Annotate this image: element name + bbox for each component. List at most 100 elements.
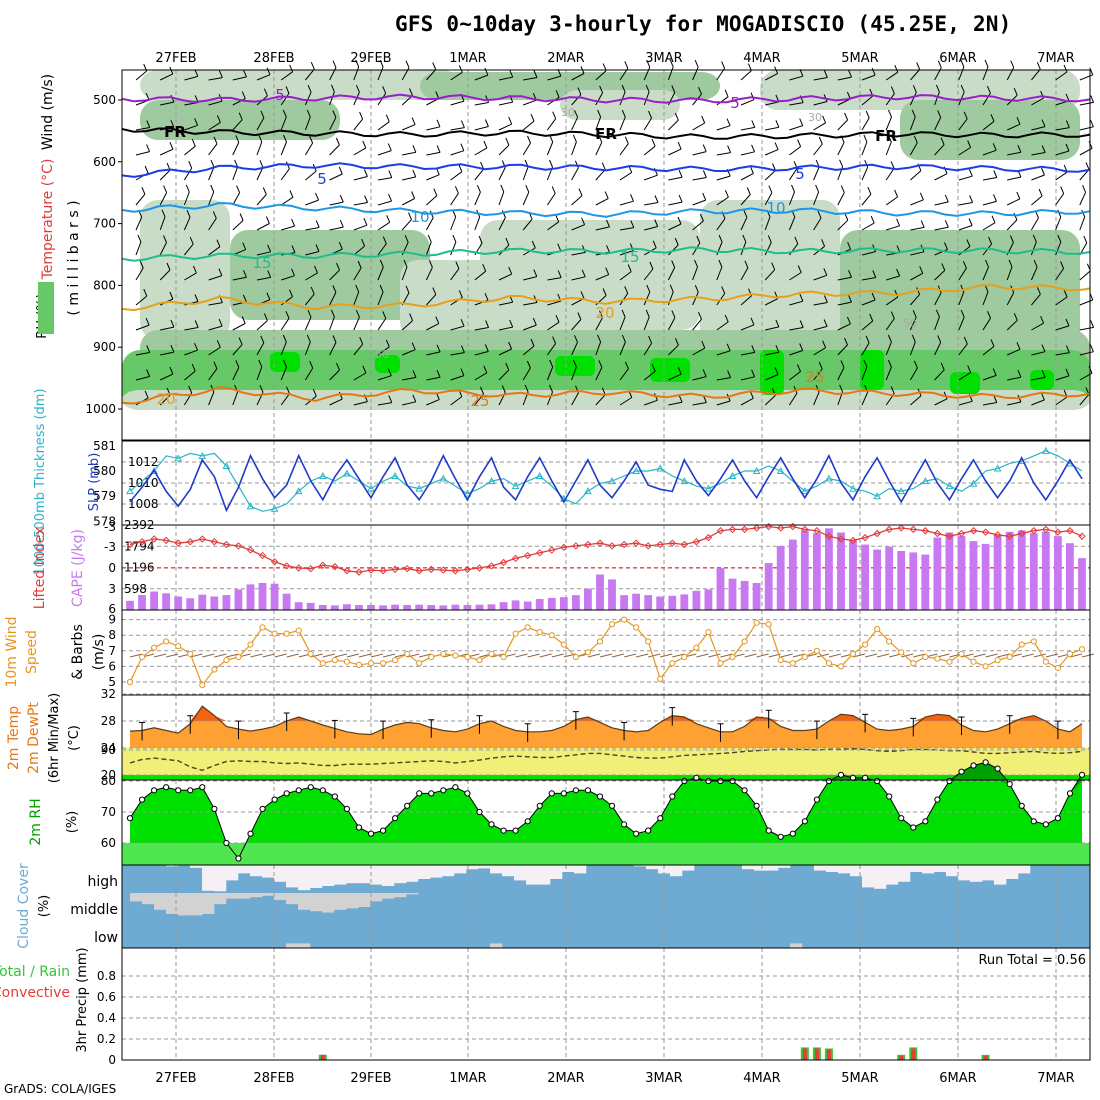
- wind-barb-flag: [307, 310, 312, 318]
- wind-barb-flag: [339, 194, 344, 203]
- wind-barb-flag: [505, 137, 510, 146]
- thickness-point: [897, 487, 906, 495]
- cape-bar: [270, 583, 279, 610]
- wind-barb-flag: [726, 343, 731, 351]
- wind-barb-flag: [574, 335, 578, 343]
- tick-label-date-top: 5MAR: [841, 51, 878, 66]
- wind-barb-flag: [355, 85, 360, 93]
- wind-barb: [1079, 299, 1093, 306]
- wind-barb: [861, 166, 869, 181]
- wind-barb: [789, 371, 801, 381]
- wind10m-barb: [382, 653, 396, 658]
- wind10m-barb: [816, 653, 830, 658]
- wind-speed-point: [259, 624, 266, 631]
- wind-barb-flag: [263, 88, 268, 96]
- lifted-point: [620, 540, 628, 549]
- wind-barb-flag: [242, 294, 247, 303]
- wind-barb-flag: [458, 290, 463, 298]
- wind-barb: [692, 199, 706, 206]
- ylabel-rh-unit: (%): [65, 811, 80, 834]
- rh2m-point: [572, 787, 579, 794]
- wind-barb: [692, 291, 699, 306]
- cape-bar: [668, 595, 677, 610]
- wind-barb-flag: [282, 334, 287, 343]
- wind-speed-point: [994, 657, 1001, 664]
- wind-speed-point: [765, 621, 772, 628]
- wind-barb: [837, 192, 845, 206]
- wind-barb: [304, 91, 312, 106]
- tick-label-date-top: 7MAR: [1037, 51, 1074, 66]
- wind-barb-flag: [818, 361, 823, 370]
- precip-conv-bar: [320, 1054, 325, 1061]
- tick-label-thickness: 579: [93, 489, 116, 503]
- cloud-cell: [394, 893, 407, 898]
- wind-barb-flag: [621, 309, 626, 318]
- wind-barb-flag: [606, 219, 610, 228]
- wind-barb-flag: [574, 110, 579, 118]
- wind-barb: [256, 366, 263, 381]
- wind-barb-flag: [243, 69, 247, 78]
- wind-barb: [765, 101, 780, 106]
- rh2m-point: [247, 830, 254, 837]
- wind-barb: [934, 270, 946, 281]
- tick-label-cape: 598: [124, 582, 147, 596]
- wind-barb: [135, 216, 143, 231]
- wind-barb-flag: [677, 141, 682, 150]
- wind-barb-flag: [797, 364, 801, 372]
- tick-label-date-top: 29FEB: [350, 51, 391, 66]
- cloud-cell: [286, 865, 299, 888]
- wind-barb: [885, 196, 898, 206]
- wind-barb: [426, 195, 438, 206]
- wind-barb: [232, 391, 239, 406]
- thickness-point: [656, 464, 665, 472]
- wind-barb: [426, 174, 440, 181]
- wind-barb-flag: [258, 134, 263, 143]
- cloud-row-label: middle: [70, 902, 118, 918]
- wind-barb-flag: [986, 85, 991, 94]
- wind-speed-point: [163, 638, 170, 645]
- cloud-cell: [982, 865, 995, 881]
- cloud-cell: [886, 865, 899, 885]
- cape-bar: [282, 593, 291, 610]
- wind-barb: [1031, 293, 1041, 306]
- wind-barb-flag: [265, 216, 270, 224]
- wind-barb: [885, 341, 892, 356]
- tick-label-temp: 28: [101, 714, 116, 728]
- wind-barb-flag: [483, 140, 488, 149]
- ylabel-wind: Wind (m/s): [40, 74, 56, 150]
- wind-barb: [571, 94, 582, 106]
- wind-barb: [1031, 399, 1045, 406]
- wind-speed-point: [633, 624, 640, 631]
- thickness-point: [463, 489, 472, 497]
- wind-barb-flag: [1033, 260, 1038, 268]
- wind-barb: [716, 175, 731, 181]
- wind-barb-flag: [678, 170, 683, 178]
- cape-bar: [885, 546, 894, 610]
- wind-barb: [280, 196, 294, 206]
- wind-barb: [498, 348, 512, 356]
- wind-barb: [643, 342, 653, 356]
- wind-barb: [474, 372, 488, 381]
- tick-label-thickness: 581: [93, 439, 116, 453]
- wind-barb: [546, 141, 554, 156]
- wind10m-barb: [153, 653, 167, 658]
- wind10m-barb: [961, 653, 974, 658]
- wind-barb-flag: [509, 319, 514, 328]
- tick-label-pressure: 1000: [85, 402, 116, 416]
- wind-barb-flag: [218, 70, 223, 78]
- cloud-cell: [262, 865, 275, 878]
- thickness-point: [728, 471, 737, 480]
- wind-barb-flag: [362, 365, 367, 374]
- wind-barb: [1055, 71, 1068, 81]
- precip-conv-bar: [983, 1055, 988, 1060]
- wind-barb-flag: [436, 145, 441, 153]
- rh-shade-peak: [1030, 370, 1054, 390]
- rh2m-point: [464, 790, 471, 797]
- wind-barb-flag: [721, 61, 726, 69]
- cape-bar: [632, 593, 640, 610]
- cloud-cell: [526, 865, 539, 885]
- wind-barb: [305, 227, 320, 231]
- temp-base-band: [122, 775, 1090, 780]
- wind10m-barb: [744, 653, 757, 658]
- wind10m-barb: [1045, 653, 1058, 658]
